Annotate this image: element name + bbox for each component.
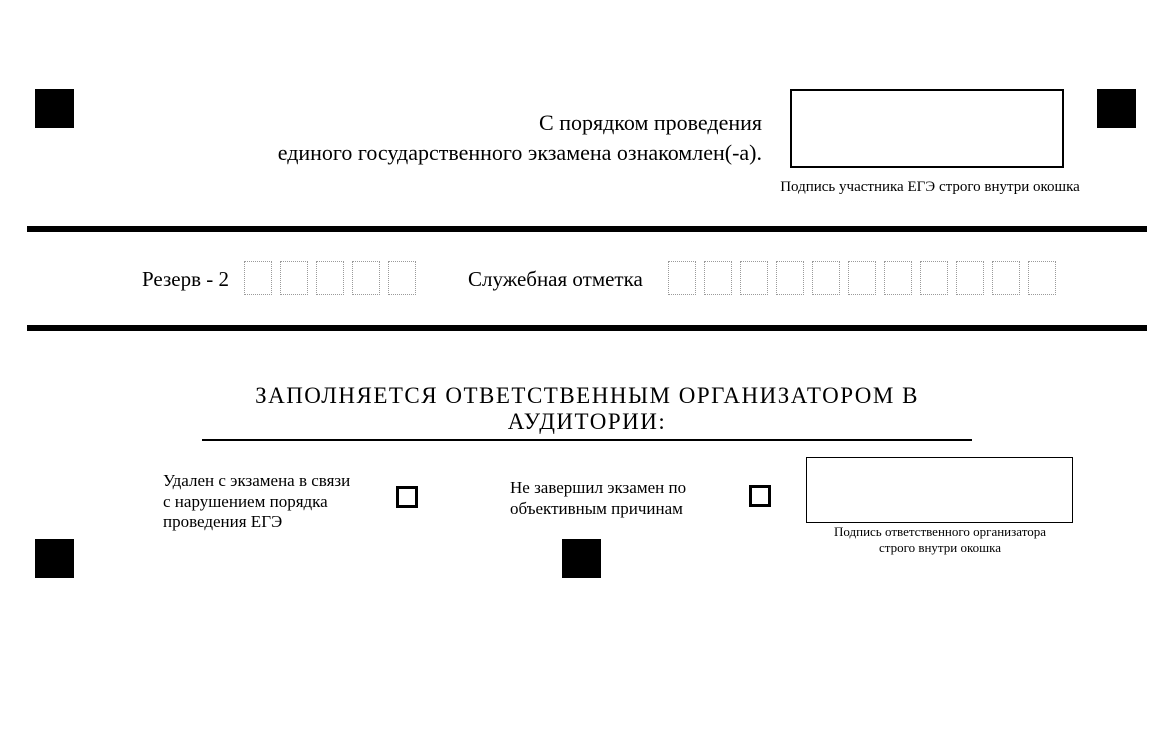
option-removed-line3: проведения ЕГЭ bbox=[163, 512, 282, 531]
service-cell[interactable] bbox=[884, 261, 912, 295]
option-removed-checkbox[interactable] bbox=[396, 486, 418, 508]
service-cell[interactable] bbox=[668, 261, 696, 295]
organizer-signature-box[interactable] bbox=[806, 457, 1073, 523]
service-cell[interactable] bbox=[704, 261, 732, 295]
organizer-caption-line2: строго внутри окошка bbox=[879, 540, 1001, 555]
organizer-caption-line1: Подпись ответственного организатора bbox=[834, 524, 1046, 539]
option-removed-line2: с нарушением порядка bbox=[163, 492, 328, 511]
reserve-cells bbox=[244, 261, 416, 295]
option-removed-line1: Удален с экзамена в связи bbox=[163, 471, 350, 490]
rule-bottom bbox=[27, 325, 1147, 331]
ack-line2: единого государственного экзамена ознако… bbox=[200, 140, 762, 166]
service-cell[interactable] bbox=[740, 261, 768, 295]
service-cell[interactable] bbox=[956, 261, 984, 295]
service-cell[interactable] bbox=[848, 261, 876, 295]
reserve-cell[interactable] bbox=[316, 261, 344, 295]
reserve-cell[interactable] bbox=[352, 261, 380, 295]
ack-line1: С порядком проведения bbox=[300, 110, 762, 136]
option-removed-text: Удален с экзамена в связи с нарушением п… bbox=[163, 471, 383, 533]
option-notfinished-text: Не завершил экзамен по объективным причи… bbox=[510, 478, 720, 519]
participant-signature-box[interactable] bbox=[790, 89, 1064, 168]
option-notfinished-checkbox[interactable] bbox=[749, 485, 771, 507]
marker-bottom-left bbox=[35, 539, 74, 578]
service-cell[interactable] bbox=[920, 261, 948, 295]
reserve-cell[interactable] bbox=[244, 261, 272, 295]
service-cell[interactable] bbox=[776, 261, 804, 295]
option-notfinished-line2: объективным причинам bbox=[510, 499, 683, 518]
section-title: ЗАПОЛНЯЕТСЯ ОТВЕТСТВЕННЫМ ОРГАНИЗАТОРОМ … bbox=[202, 383, 972, 441]
service-cell[interactable] bbox=[1028, 261, 1056, 295]
organizer-signature-caption: Подпись ответственного организатора стро… bbox=[800, 524, 1080, 557]
form-canvas: С порядком проведения единого государств… bbox=[0, 0, 1170, 730]
service-cell[interactable] bbox=[812, 261, 840, 295]
option-notfinished-line1: Не завершил экзамен по bbox=[510, 478, 686, 497]
reserve-cell[interactable] bbox=[280, 261, 308, 295]
marker-top-left bbox=[35, 89, 74, 128]
rule-top bbox=[27, 226, 1147, 232]
marker-top-right bbox=[1097, 89, 1136, 128]
marker-bottom-mid bbox=[562, 539, 601, 578]
reserve-cell[interactable] bbox=[388, 261, 416, 295]
service-cells bbox=[668, 261, 1056, 295]
service-label: Служебная отметка bbox=[468, 267, 643, 292]
reserve-label: Резерв - 2 bbox=[142, 267, 229, 292]
participant-signature-caption: Подпись участника ЕГЭ строго внутри окош… bbox=[780, 178, 1080, 197]
service-cell[interactable] bbox=[992, 261, 1020, 295]
